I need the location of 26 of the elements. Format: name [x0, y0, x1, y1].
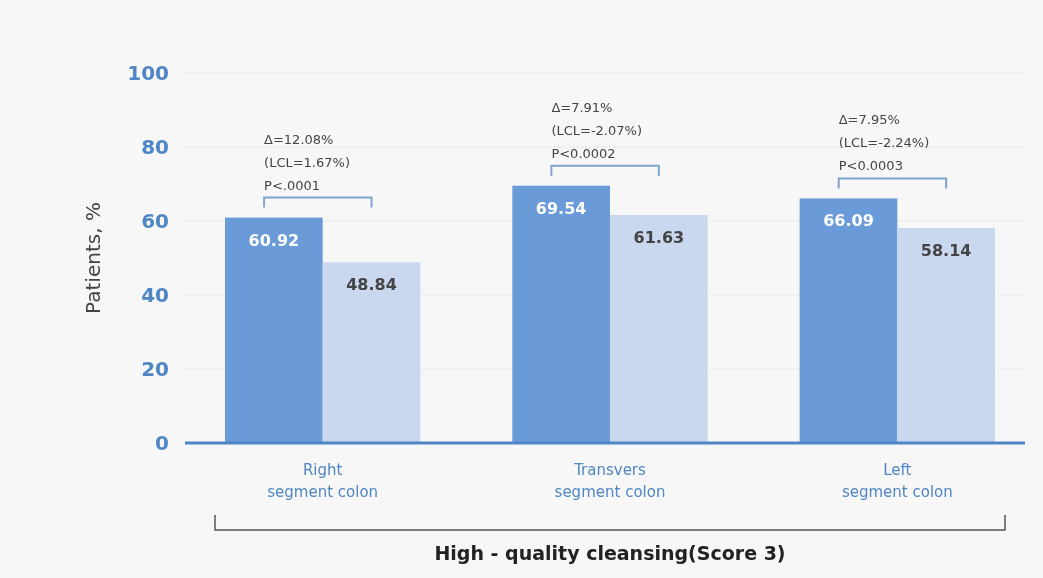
- y-tick-label: 20: [141, 356, 169, 381]
- x-tick-label: Transvers segment colon: [554, 461, 666, 501]
- bar: [512, 185, 610, 443]
- annotation: Δ=12.08% (LCL=1.67%) P<.0001: [264, 131, 350, 193]
- data-label: 58.14: [920, 240, 972, 260]
- data-label: 61.63: [633, 227, 685, 247]
- y-tick-label: 80: [141, 134, 169, 159]
- bar: [225, 217, 323, 443]
- bar: [610, 214, 708, 443]
- y-tick-label: 0: [155, 430, 169, 455]
- data-label: 69.54: [535, 198, 587, 218]
- data-label: 60.92: [248, 230, 300, 250]
- x-tick-label: Right segment colon: [267, 461, 379, 501]
- x-axis-title: High - quality cleansing(Score 3): [434, 542, 786, 564]
- annotation: Δ=7.95% (LCL=-2.24%) P<0.0003: [838, 112, 930, 174]
- bar: [799, 198, 898, 443]
- x-tick-label: Left segment colon: [841, 461, 953, 501]
- y-tick-label: 100: [127, 60, 169, 85]
- y-tick-label: 60: [141, 208, 169, 233]
- data-label: 48.84: [346, 275, 397, 295]
- bar: [897, 227, 995, 443]
- annotation: Δ=7.91% (LCL=-2.07%) P<0.0002: [551, 99, 642, 161]
- bar: [322, 262, 421, 443]
- y-axis-title: Patients, %: [81, 202, 105, 314]
- y-tick-label: 40: [141, 282, 169, 307]
- data-label: 66.09: [823, 211, 874, 231]
